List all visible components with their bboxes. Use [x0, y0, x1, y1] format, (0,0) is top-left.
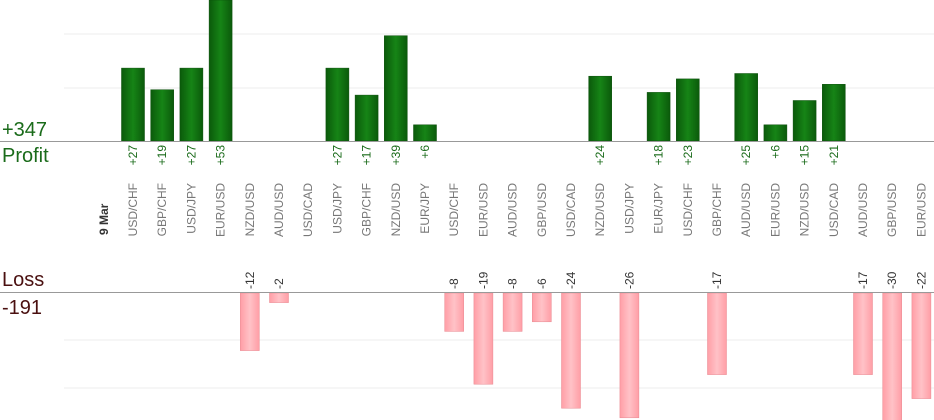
profit-value-label: +53: [214, 145, 228, 166]
loss-value-label: -2: [272, 278, 286, 289]
loss-value-label: -8: [506, 278, 520, 289]
profit-bar: [646, 92, 671, 142]
profit-value-label: +24: [593, 145, 607, 166]
profit-bar: [354, 94, 379, 142]
category-label: GBP/CHF: [710, 183, 724, 236]
profit-value-label: +39: [389, 145, 403, 166]
category-label: NZD/USD: [593, 183, 607, 237]
profit-value-label: +19: [155, 145, 169, 166]
profit-bar: [121, 67, 145, 142]
category-label: USD/CHF: [681, 183, 695, 236]
category-label: USD/CAD: [827, 183, 841, 237]
loss-bar: [882, 292, 902, 420]
profit-bar: [734, 73, 758, 142]
profit-value-label: +21: [827, 145, 841, 166]
category-label: NZD/USD: [243, 183, 257, 237]
profit-bar: [208, 0, 233, 142]
category-label: GBP/USD: [535, 183, 549, 237]
category-label: AUD/USD: [272, 183, 286, 237]
profit-bar: [763, 124, 788, 142]
category-label: EUR/USD: [214, 183, 228, 237]
category-label: AUD/USD: [739, 183, 753, 237]
category-label: AUD/USD: [506, 183, 520, 237]
loss-bar: [269, 292, 289, 303]
category-label: AUD/USD: [856, 183, 870, 237]
category-label: GBP/CHF: [360, 183, 374, 236]
loss-bar: [473, 292, 494, 385]
category-label: NZD/USD: [798, 183, 812, 237]
loss-total: -191: [2, 297, 43, 319]
profit-bar: [384, 35, 408, 142]
category-labels-group: 9 Mar USD/CHF GBP/CHF USD/JPY EUR/USD NZD/US…: [97, 183, 928, 237]
loss-bar: [444, 292, 464, 332]
profit-value-label: +27: [184, 145, 198, 166]
profit-bar: [179, 67, 204, 142]
category-label: NZD/USD: [389, 183, 403, 237]
loss-value-label: -26: [622, 271, 636, 289]
category-label: EUR/USD: [476, 183, 490, 237]
profit-label: Profit: [2, 145, 49, 167]
profit-total: +347: [2, 119, 48, 141]
category-label: USD/CAD: [301, 183, 315, 237]
category-label: EUR/USD: [768, 183, 782, 237]
category-label: EUR/JPY: [652, 183, 666, 234]
loss-label: Loss: [2, 269, 45, 291]
profit-value-label: +6: [418, 145, 432, 159]
date-label: 9 Mar: [97, 203, 111, 235]
loss-value-label: -17: [856, 271, 870, 289]
loss-value-label: -17: [710, 271, 724, 289]
profit-bar: [822, 84, 846, 142]
category-label: USD/CHF: [447, 183, 461, 236]
profit-bar: [150, 89, 174, 142]
loss-value-label: -24: [564, 271, 578, 289]
loss-bar: [619, 292, 640, 419]
category-label: USD/JPY: [330, 183, 344, 234]
category-label: USD/JPY: [184, 183, 198, 234]
category-label: GBP/CHF: [155, 183, 169, 236]
profit-value-label: +27: [126, 145, 140, 166]
profit-bar: [792, 100, 817, 142]
category-label: EUR/USD: [914, 183, 928, 237]
profit-bar: [325, 67, 350, 142]
category-label: EUR/JPY: [418, 183, 432, 234]
loss-bar: [911, 292, 932, 399]
profit-bar: [588, 75, 612, 142]
loss-value-label: -30: [885, 271, 899, 289]
loss-value-label: -19: [476, 271, 490, 289]
category-label: USD/CAD: [564, 183, 578, 237]
category-label: USD/CHF: [126, 183, 140, 236]
profit-value-label: +23: [681, 145, 695, 166]
category-label: GBP/USD: [885, 183, 899, 237]
loss-bar: [707, 292, 727, 375]
profit-bar: [676, 78, 700, 142]
profit-value-label: +27: [330, 145, 344, 166]
loss-value-label: -8: [447, 278, 461, 289]
bars-group: [121, 0, 932, 420]
loss-bar: [502, 292, 523, 332]
loss-bar: [853, 292, 873, 375]
loss-value-label: -12: [243, 271, 257, 289]
profit-value-label: +6: [768, 145, 782, 159]
loss-value-label: -6: [535, 278, 549, 289]
profit-bar: [413, 124, 437, 142]
loss-bar: [561, 292, 581, 409]
loss-value-label: -22: [914, 271, 928, 289]
value-labels-group: +27 +19 +27 +53 -12 -2 +27 +17 +39 +6 -8 -19 -8 -6 -24…: [126, 145, 928, 289]
profit-value-label: +15: [798, 145, 812, 166]
profit-value-label: +25: [739, 145, 753, 166]
profit-value-label: +17: [360, 145, 374, 166]
category-label: USD/JPY: [622, 183, 636, 234]
loss-bar: [532, 292, 552, 323]
profit-value-label: +18: [652, 145, 666, 166]
loss-bar: [240, 292, 260, 351]
